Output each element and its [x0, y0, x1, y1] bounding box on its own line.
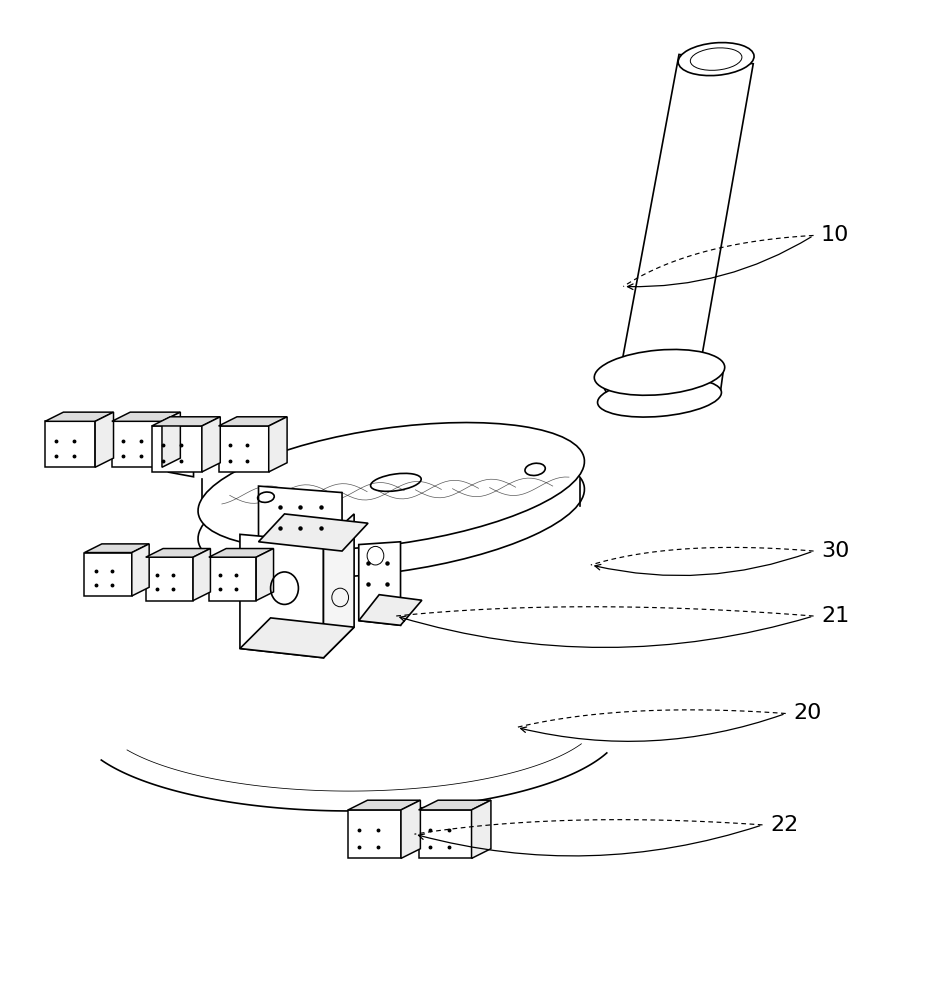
Ellipse shape [198, 423, 585, 550]
Polygon shape [152, 417, 221, 426]
Polygon shape [323, 514, 354, 658]
Polygon shape [259, 514, 368, 551]
Polygon shape [401, 800, 421, 858]
Polygon shape [112, 421, 162, 467]
Ellipse shape [598, 378, 722, 417]
Polygon shape [45, 412, 114, 421]
Polygon shape [146, 549, 210, 557]
Polygon shape [146, 557, 193, 601]
Ellipse shape [678, 43, 754, 76]
Ellipse shape [198, 450, 585, 577]
Polygon shape [419, 800, 491, 810]
Polygon shape [152, 426, 202, 472]
Polygon shape [358, 542, 400, 625]
Polygon shape [202, 417, 221, 472]
Ellipse shape [594, 349, 724, 395]
Polygon shape [259, 486, 342, 551]
Text: 10: 10 [821, 225, 849, 245]
Text: 30: 30 [821, 541, 849, 561]
Polygon shape [620, 54, 753, 375]
Text: 20: 20 [793, 703, 821, 723]
Polygon shape [348, 810, 401, 858]
Polygon shape [219, 426, 269, 472]
Polygon shape [169, 449, 194, 477]
Polygon shape [348, 800, 421, 810]
Polygon shape [85, 553, 132, 596]
Polygon shape [112, 412, 181, 421]
Polygon shape [132, 544, 149, 596]
Polygon shape [358, 595, 422, 625]
Polygon shape [240, 618, 354, 658]
Polygon shape [596, 372, 723, 396]
Polygon shape [209, 557, 256, 601]
Polygon shape [95, 412, 114, 467]
Text: 22: 22 [770, 815, 798, 835]
Polygon shape [193, 549, 210, 601]
Polygon shape [471, 800, 491, 858]
Polygon shape [85, 544, 149, 553]
Polygon shape [256, 549, 274, 601]
Polygon shape [209, 549, 274, 557]
Text: 21: 21 [821, 606, 849, 626]
Polygon shape [219, 417, 287, 426]
Polygon shape [269, 417, 287, 472]
Polygon shape [45, 421, 95, 467]
Polygon shape [419, 810, 471, 858]
Polygon shape [162, 412, 181, 467]
Polygon shape [240, 534, 323, 658]
